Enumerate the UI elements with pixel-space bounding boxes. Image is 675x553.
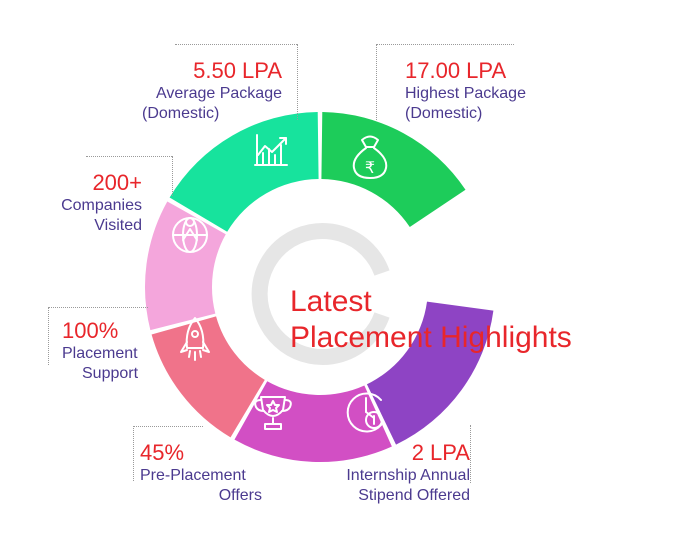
- label-placement-support: 100% Placement Support: [62, 318, 172, 383]
- connector-support: [48, 307, 49, 365]
- companies-label-2: Visited: [94, 216, 142, 234]
- globe-person-icon: [172, 217, 208, 253]
- pre-placement-value: 45%: [140, 440, 185, 465]
- average-package-value: 5.50 LPA: [193, 58, 282, 83]
- clock-coin-icon: [346, 392, 383, 433]
- average-package-label: Average Package: [155, 85, 282, 103]
- placement-support-label-2: Support: [82, 364, 139, 382]
- rocket-icon: [180, 317, 210, 361]
- companies-label: Companies: [61, 197, 142, 215]
- label-internship: 2 LPA Internship Annual Stipend Offered: [318, 440, 470, 505]
- highest-package-value: 17.00 LPA: [405, 58, 507, 83]
- trophy-icon: [254, 396, 292, 430]
- connector-avg-v: [297, 44, 298, 120]
- chart-growth-icon: [254, 134, 288, 166]
- segment-average-package: [169, 112, 319, 232]
- connector-support-h: [48, 307, 148, 308]
- connector-companies: [86, 156, 172, 157]
- label-pre-placement: 45% Pre-Placement Offers: [140, 440, 270, 505]
- title-line-2: Placement Highlights: [290, 321, 572, 354]
- pre-placement-label-2: Offers: [218, 486, 262, 504]
- highest-package-label: Highest Package: [405, 85, 526, 103]
- svg-text:₹: ₹: [365, 158, 375, 177]
- diagram-title: Latest Placement Highlights: [290, 284, 572, 356]
- connector-high-v: [376, 44, 377, 120]
- internship-label-2: Stipend Offered: [358, 486, 470, 504]
- segment-internship: [366, 301, 494, 445]
- companies-value: 200+: [92, 170, 142, 195]
- connector-companies-v: [172, 156, 173, 196]
- connector-intern: [470, 425, 471, 483]
- label-companies-visited: 200+ Companies Visited: [20, 170, 142, 235]
- title-line-1: Latest: [290, 285, 372, 318]
- label-highest-package: 17.00 LPA Highest Package (Domestic): [405, 58, 605, 123]
- average-package-label-2: (Domestic): [142, 104, 220, 122]
- internship-label: Internship Annual: [346, 467, 470, 485]
- internship-value: 2 LPA: [411, 440, 470, 465]
- segment-companies: [145, 201, 226, 331]
- connector-ppo-h: [133, 426, 203, 427]
- money-bag-rupee-icon: ₹: [352, 135, 388, 179]
- pre-placement-label: Pre-Placement: [140, 467, 246, 485]
- inner-grey-ring: [251, 223, 390, 365]
- label-average-package: 5.50 LPA Average Package (Domestic): [110, 58, 282, 123]
- connector-high: [376, 44, 514, 45]
- placement-support-label: Placement: [62, 345, 138, 363]
- segment-highest-package: [321, 112, 466, 227]
- segment-placement-support: [151, 316, 265, 438]
- connector-ppo: [133, 426, 134, 481]
- connector-avg: [175, 44, 297, 45]
- highest-package-label-2: (Domestic): [405, 104, 483, 122]
- placement-support-value: 100%: [62, 318, 119, 343]
